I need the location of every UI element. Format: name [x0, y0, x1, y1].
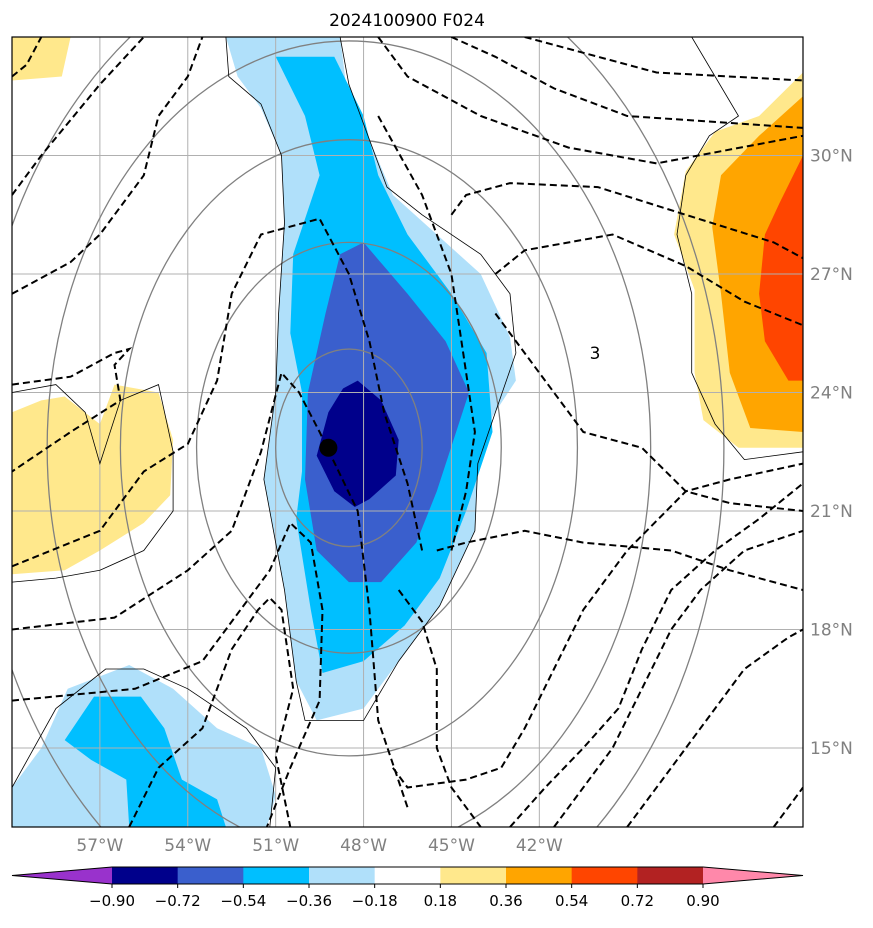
dashed-contour-7 [128, 596, 295, 827]
colorbar-tick-label-8: 0.72 [621, 892, 654, 910]
x-tick-label-0: 57°W [76, 836, 123, 856]
gray-contour-0-0 [275, 348, 423, 548]
plot-frame [11, 36, 804, 828]
x-tick-label-2: 51°W [252, 836, 299, 856]
dashed-contour-8 [377, 37, 803, 165]
dashed-contour-13 [494, 233, 803, 327]
gray-contour-0-2 [119, 139, 579, 757]
colorbar-segment-1 [177, 867, 244, 884]
dashed-contour-1 [12, 37, 145, 196]
colorbar: −0.90 −0.72 −0.54 −0.36 −0.18 0.18 0.36 0.54 0.7… [11, 866, 804, 910]
grid-lines [12, 37, 803, 827]
dashed-contour-11 [377, 115, 476, 551]
colorbar-tick-label-0: −0.90 [89, 892, 135, 910]
black-line-2 [12, 384, 174, 583]
colorbar-segment-4 [374, 867, 441, 884]
dashed-contour-15 [436, 529, 803, 591]
dashed-contour-10 [524, 37, 803, 82]
dashed-contour-12 [450, 182, 803, 260]
colorbar-tick-label-4: −0.18 [352, 892, 398, 910]
plot-area: 3 [12, 37, 803, 827]
storm-center-marker [319, 438, 338, 457]
y-tick-label-3: 24°N [810, 384, 853, 404]
dashed-contour-3 [12, 347, 133, 473]
colorbar-segment-8 [637, 867, 704, 884]
chart-title: 2024100900 F024 [329, 11, 485, 31]
x-tick-label-4: 45°W [428, 836, 475, 856]
dashed-contour-20 [626, 628, 803, 827]
contour-label-0: 3 [590, 344, 601, 364]
black-outline-lines [12, 37, 803, 827]
filled-region-5 [12, 37, 71, 81]
colorbar-tick-label-2: −0.54 [220, 892, 266, 910]
dashed-contour-2 [12, 37, 204, 295]
colorbar-tick-label-1: −0.72 [155, 892, 201, 910]
filled-region-3 [316, 380, 399, 507]
colorbar-extend-low [12, 867, 112, 884]
y-tick-label-4: 27°N [810, 265, 853, 285]
colorbar-segment-3 [309, 867, 376, 884]
colorbar-segment-7 [571, 867, 638, 884]
x-tick-label-3: 48°W [340, 836, 387, 856]
markers: 3 [319, 344, 600, 457]
black-line-0 [225, 37, 517, 721]
colorbar-segment-2 [243, 867, 310, 884]
dashed-contour-17 [392, 462, 803, 789]
y-tick-label-1: 18°N [810, 621, 853, 641]
black-line-3 [676, 37, 803, 461]
dashed-contour-9 [450, 37, 803, 129]
y-tick-label-0: 15°N [810, 739, 853, 759]
colorbar-segment-0 [112, 867, 179, 884]
colorbar-tick-label-9: 0.90 [686, 892, 719, 910]
y-tick-label-2: 21°N [810, 502, 853, 522]
gray-contour-0-1 [195, 241, 502, 654]
filled-region-10 [64, 696, 226, 827]
filled-region-8 [759, 155, 803, 381]
colorbar-extend-high [703, 867, 803, 884]
colorbar-tick-label-7: 0.54 [555, 892, 588, 910]
colorbar-segment-5 [440, 867, 507, 884]
dashed-contour-6 [12, 521, 324, 827]
gray-contour-0-4 [12, 37, 725, 827]
dashed-contour-19 [553, 529, 803, 827]
y-tick-label-5: 30°N [810, 147, 853, 167]
colorbar-tick-label-6: 0.36 [489, 892, 522, 910]
dashed-contours [12, 37, 803, 827]
dashed-contour-0 [12, 37, 43, 78]
colorbar-tick-label-3: −0.36 [286, 892, 332, 910]
y-axis-ticks: 15°N 18°N 21°N 24°N 27°N 30°N [810, 147, 853, 760]
x-tick-label-5: 42°W [516, 836, 563, 856]
dashed-contour-21 [772, 786, 803, 827]
black-line-1 [12, 668, 277, 827]
colorbar-tick-label-5: 0.18 [424, 892, 457, 910]
x-tick-label-1: 54°W [164, 836, 211, 856]
colorbar-segment-6 [506, 867, 573, 884]
dashed-contour-18 [509, 482, 803, 827]
x-axis-ticks: 57°W 54°W 51°W 48°W 45°W 42°W [76, 836, 563, 856]
dashed-contour-4 [12, 217, 424, 568]
